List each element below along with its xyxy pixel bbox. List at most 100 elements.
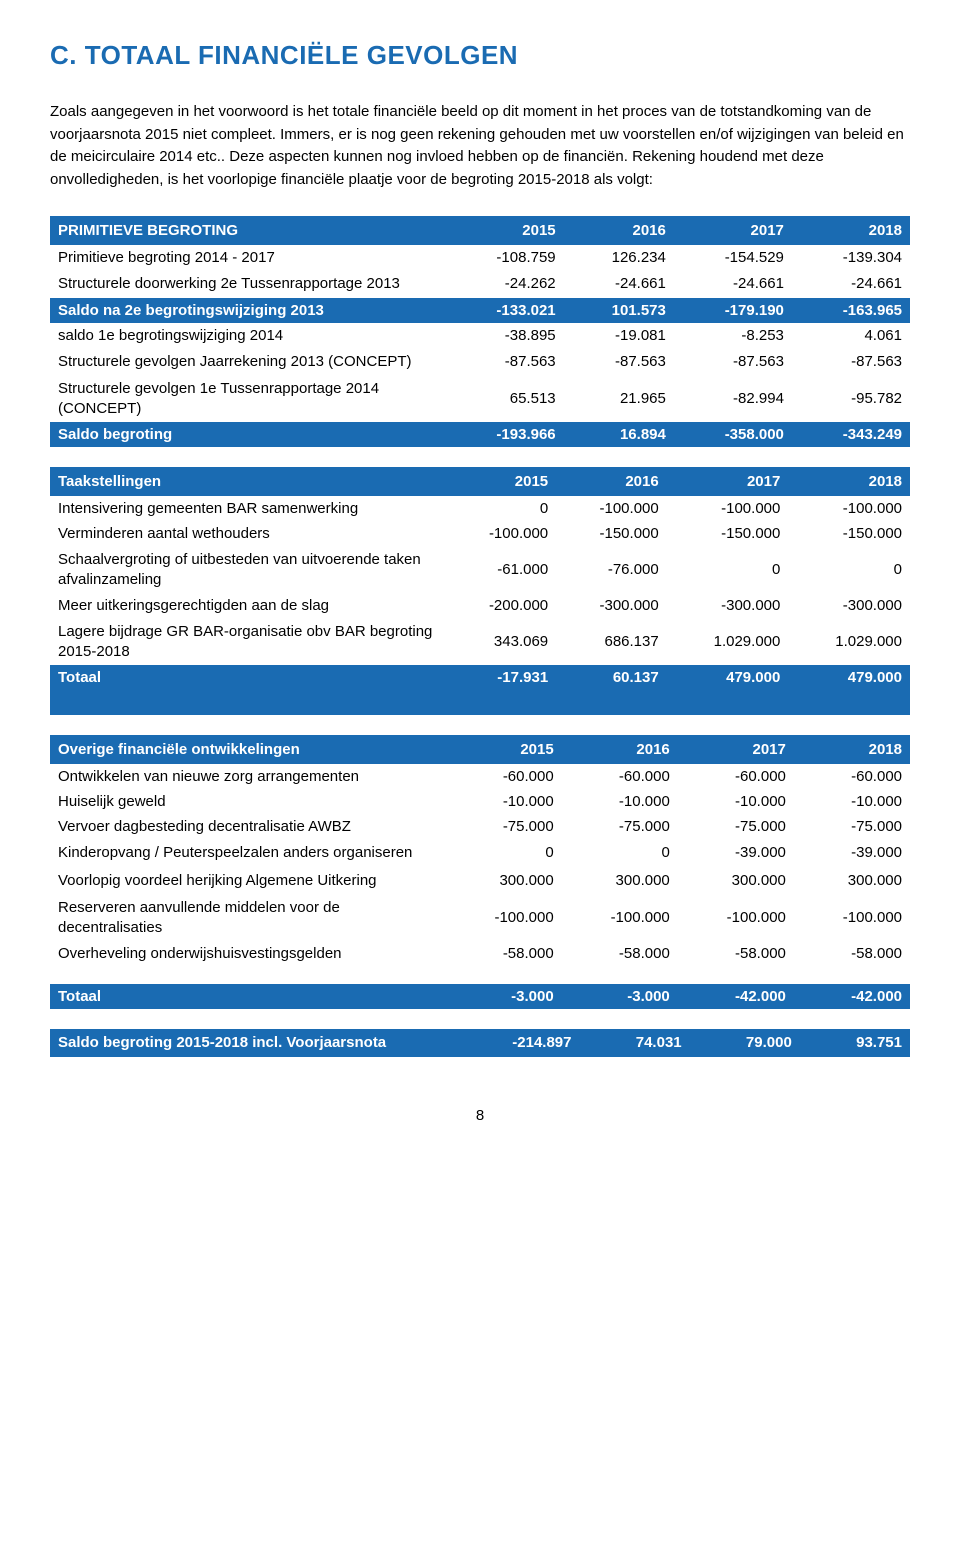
row-label: Saldo begroting [50, 422, 446, 447]
table-primitieve-begroting: PRIMITIEVE BEGROTING 2015 2016 2017 2018… [50, 216, 910, 447]
cell: -87.563 [792, 348, 910, 376]
cell: 300.000 [562, 867, 678, 895]
cell: -24.661 [674, 270, 792, 298]
table-row: Verminderen aantal wethouders -100.000 -… [50, 521, 910, 546]
cell: -42.000 [678, 984, 794, 1009]
row-label: Totaal [50, 984, 446, 1009]
row-label: saldo 1e begrotingswijziging 2014 [50, 323, 446, 348]
cell: -3.000 [446, 984, 562, 1009]
table-row: Huiselijk geweld -10.000 -10.000 -10.000… [50, 789, 910, 814]
cell: -300.000 [788, 593, 910, 618]
table-row: Schaalvergroting of uitbesteden van uitv… [50, 546, 910, 593]
table-header: Taakstellingen 2015 2016 2017 2018 [50, 467, 910, 496]
cell: 126.234 [564, 245, 674, 270]
totaal-row: Totaal -17.931 60.137 479.000 479.000 [50, 665, 910, 690]
cell: -75.000 [794, 814, 910, 839]
table-row: Structurele gevolgen Jaarrekening 2013 (… [50, 348, 910, 376]
row-label: Meer uitkeringsgerechtigden aan de slag [50, 593, 446, 618]
cell: -60.000 [446, 764, 562, 789]
cell: -60.000 [794, 764, 910, 789]
cell: -24.661 [792, 270, 910, 298]
row-label: Huiselijk geweld [50, 789, 446, 814]
intro-paragraph: Zoals aangegeven in het voorwoord is het… [50, 101, 910, 191]
cell: 479.000 [667, 665, 789, 690]
cell: -10.000 [678, 789, 794, 814]
year-col: 2016 [556, 467, 667, 496]
cell: -76.000 [556, 546, 667, 593]
row-label: Voorlopig voordeel herijking Algemene Ui… [50, 867, 446, 895]
cell: -24.661 [564, 270, 674, 298]
cell: 65.513 [446, 375, 564, 422]
row-label: Saldo begroting 2015-2018 incl. Voorjaar… [50, 1029, 446, 1057]
cell: -150.000 [667, 521, 789, 546]
cell: -19.081 [564, 323, 674, 348]
cell: 4.061 [792, 323, 910, 348]
cell: -87.563 [674, 348, 792, 376]
cell: -17.931 [446, 665, 557, 690]
year-col: 2017 [674, 216, 792, 245]
cell: -75.000 [446, 814, 562, 839]
cell: -139.304 [792, 245, 910, 270]
row-label: Schaalvergroting of uitbesteden van uitv… [50, 546, 446, 593]
cell: -60.000 [678, 764, 794, 789]
page-number: 8 [50, 1107, 910, 1124]
cell: 0 [562, 839, 678, 867]
cell: -200.000 [446, 593, 557, 618]
row-label: Verminderen aantal wethouders [50, 521, 446, 546]
table-row: Meer uitkeringsgerechtigden aan de slag … [50, 593, 910, 618]
cell: -8.253 [674, 323, 792, 348]
cell: -100.000 [794, 894, 910, 941]
row-label: Vervoer dagbesteding decentralisatie AWB… [50, 814, 446, 839]
table-row: Reserveren aanvullende middelen voor de … [50, 894, 910, 941]
cell: 1.029.000 [667, 618, 789, 665]
year-col: 2016 [564, 216, 674, 245]
year-col: 2015 [446, 216, 564, 245]
row-label: Structurele gevolgen 1e Tussenrapportage… [50, 375, 446, 422]
year-col: 2018 [788, 467, 910, 496]
row-label: Structurele doorwerking 2e Tussenrapport… [50, 270, 446, 298]
table-row: Structurele gevolgen 1e Tussenrapportage… [50, 375, 910, 422]
cell: 0 [446, 839, 562, 867]
year-col: 2015 [446, 467, 557, 496]
cell: -100.000 [556, 496, 667, 521]
table-final-saldo: Saldo begroting 2015-2018 incl. Voorjaar… [50, 1029, 910, 1057]
cell: 0 [667, 546, 789, 593]
row-label: Lagere bijdrage GR BAR-organisatie obv B… [50, 618, 446, 665]
year-col: 2018 [792, 216, 910, 245]
cell: -150.000 [556, 521, 667, 546]
cell: -300.000 [667, 593, 789, 618]
cell: -58.000 [794, 941, 910, 966]
cell: -39.000 [794, 839, 910, 867]
cell: -150.000 [788, 521, 910, 546]
cell: 0 [788, 546, 910, 593]
cell: -154.529 [674, 245, 792, 270]
saldo-row: Saldo begroting -193.966 16.894 -358.000… [50, 422, 910, 447]
cell: -100.000 [562, 894, 678, 941]
cell: -108.759 [446, 245, 564, 270]
cell: -179.190 [674, 298, 792, 323]
cell: 300.000 [794, 867, 910, 895]
cell: -87.563 [564, 348, 674, 376]
cell: 479.000 [788, 665, 910, 690]
table-row: Intensivering gemeenten BAR samenwerking… [50, 496, 910, 521]
cell: -100.000 [678, 894, 794, 941]
table-row: Ontwikkelen van nieuwe zorg arrangemente… [50, 764, 910, 789]
cell: -24.262 [446, 270, 564, 298]
cell: -75.000 [678, 814, 794, 839]
final-row: Saldo begroting 2015-2018 incl. Voorjaar… [50, 1029, 910, 1057]
totaal-row: Totaal -3.000 -3.000 -42.000 -42.000 [50, 984, 910, 1009]
cell: 79.000 [690, 1029, 800, 1057]
table-taakstellingen: Taakstellingen 2015 2016 2017 2018 Inten… [50, 467, 910, 715]
cell: -133.021 [446, 298, 564, 323]
row-label: Totaal [50, 665, 446, 690]
row-label: Saldo na 2e begrotingswijziging 2013 [50, 298, 446, 323]
cell: -87.563 [446, 348, 564, 376]
table-row: Kinderopvang / Peuterspeelzalen anders o… [50, 839, 910, 867]
blank-blue-row [50, 690, 910, 715]
cell: -82.994 [674, 375, 792, 422]
cell: -193.966 [446, 422, 564, 447]
header-label: Taakstellingen [50, 467, 446, 496]
table-overige: Overige financiële ontwikkelingen 2015 2… [50, 735, 910, 1009]
row-label: Kinderopvang / Peuterspeelzalen anders o… [50, 839, 446, 867]
cell: -10.000 [446, 789, 562, 814]
